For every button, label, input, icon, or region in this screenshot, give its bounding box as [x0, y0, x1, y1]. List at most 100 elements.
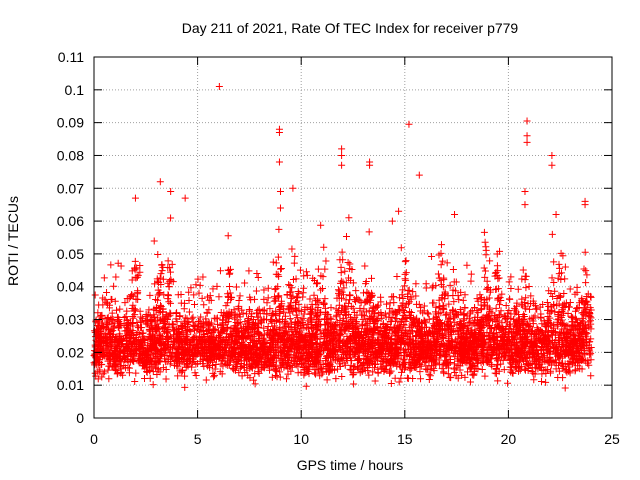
data-point	[519, 266, 527, 274]
data-point	[510, 304, 518, 312]
data-point	[287, 361, 295, 369]
data-point	[122, 313, 130, 321]
data-point	[213, 314, 221, 322]
data-point	[294, 287, 302, 295]
data-point	[159, 275, 167, 283]
data-point	[519, 340, 527, 348]
data-point	[342, 324, 350, 332]
data-point	[297, 307, 305, 315]
data-point	[322, 315, 330, 323]
data-point	[192, 281, 200, 289]
data-point	[263, 299, 271, 307]
data-point	[317, 272, 325, 280]
data-point	[559, 252, 567, 260]
data-point	[439, 257, 447, 265]
data-point	[555, 260, 563, 268]
data-point	[235, 297, 243, 305]
data-point	[467, 365, 475, 373]
data-point	[284, 346, 292, 354]
data-point	[538, 370, 546, 378]
data-point	[176, 312, 184, 320]
data-point	[165, 298, 173, 306]
data-point	[136, 307, 144, 315]
data-point	[320, 243, 328, 251]
data-point	[174, 291, 182, 299]
data-point	[435, 296, 443, 304]
data-point	[461, 291, 469, 299]
data-point	[361, 262, 369, 270]
data-point	[149, 368, 157, 376]
data-point	[187, 284, 195, 292]
data-point	[314, 265, 322, 273]
data-point	[412, 280, 420, 288]
data-point	[536, 303, 544, 311]
data-point	[260, 295, 268, 303]
data-point	[447, 374, 455, 382]
data-point	[556, 293, 564, 301]
data-point	[587, 317, 595, 325]
data-point	[173, 309, 181, 317]
data-point	[132, 334, 140, 342]
data-point	[522, 305, 530, 313]
data-point	[191, 369, 199, 377]
data-point	[315, 348, 323, 356]
data-point	[321, 295, 329, 303]
data-point	[561, 263, 569, 271]
data-point	[251, 370, 259, 378]
data-point	[504, 309, 512, 317]
data-point	[401, 258, 409, 266]
data-point	[517, 363, 525, 371]
data-point	[209, 285, 217, 293]
data-point	[272, 316, 280, 324]
data-point	[156, 334, 164, 342]
data-point	[310, 291, 318, 299]
data-point	[212, 361, 220, 369]
data-point	[328, 365, 336, 373]
data-point	[513, 299, 521, 307]
data-point	[132, 369, 140, 377]
data-point	[522, 284, 530, 292]
data-point	[147, 322, 155, 330]
data-point	[437, 261, 445, 269]
data-point	[381, 310, 389, 318]
data-point	[367, 274, 375, 282]
data-point	[565, 303, 573, 311]
data-point	[346, 365, 354, 373]
data-point	[459, 296, 467, 304]
data-point	[491, 369, 499, 377]
data-point	[371, 377, 379, 385]
data-point	[338, 248, 346, 256]
data-point	[225, 270, 233, 278]
data-point	[253, 313, 261, 321]
data-point	[444, 339, 452, 347]
data-point	[192, 348, 200, 356]
data-point	[494, 285, 502, 293]
data-point	[299, 364, 307, 372]
data-point	[550, 258, 558, 266]
data-point	[266, 305, 274, 313]
data-point	[277, 265, 285, 273]
data-point	[352, 294, 360, 302]
data-point	[249, 315, 257, 323]
data-point	[405, 286, 413, 294]
data-point	[342, 233, 350, 241]
data-point	[428, 284, 436, 292]
data-point	[283, 362, 291, 370]
data-point	[356, 307, 364, 315]
data-point	[216, 267, 224, 275]
data-point	[492, 268, 500, 276]
data-point	[297, 322, 305, 330]
data-point	[181, 314, 189, 322]
data-point	[99, 294, 107, 302]
data-point	[320, 301, 328, 309]
data-point	[94, 309, 102, 317]
data-point	[396, 294, 404, 302]
data-point	[548, 230, 556, 238]
data-point	[587, 372, 595, 380]
data-point	[505, 295, 513, 303]
data-point	[347, 302, 355, 310]
data-point	[578, 317, 586, 325]
data-point	[167, 276, 175, 284]
data-point	[358, 311, 366, 319]
